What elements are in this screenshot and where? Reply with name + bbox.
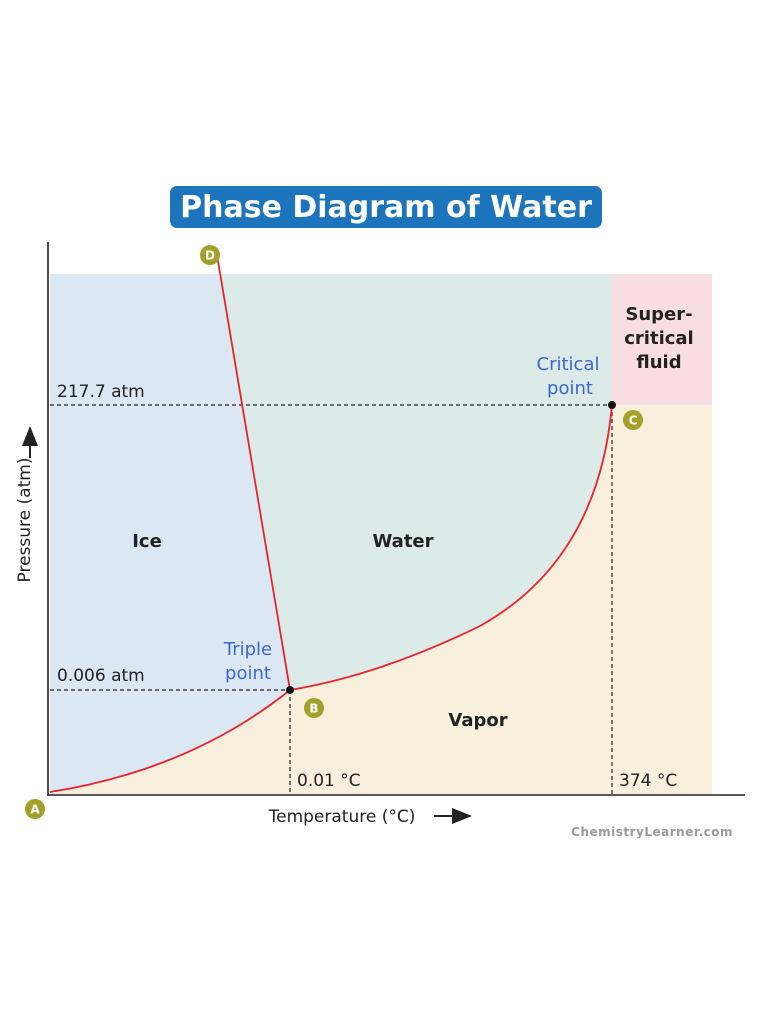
marker-d: D	[200, 245, 220, 265]
marker-a-label: A	[30, 803, 40, 817]
source-credit: ChemistryLearner.com	[571, 825, 733, 839]
melting-curve	[216, 254, 291, 691]
critical-point-label: Critical point	[537, 354, 600, 399]
marker-b-label: B	[309, 702, 318, 716]
supercritical-line-2: critical	[624, 328, 693, 349]
axes	[47, 242, 745, 796]
marker-a: A	[25, 799, 45, 819]
critical-point-line-2: point	[547, 378, 593, 399]
marker-c-label: C	[629, 414, 638, 428]
triple-point-dot	[286, 686, 294, 694]
water-region	[217, 274, 612, 690]
reference-lines	[50, 404, 613, 794]
supercritical-line-1: Super-	[625, 304, 692, 325]
triple-point-label: Triple point	[223, 639, 272, 684]
ice-label: Ice	[132, 531, 162, 552]
triple-pressure-label: 0.006 atm	[57, 666, 145, 686]
triple-point-line-1: Triple	[223, 639, 272, 660]
marker-b: B	[304, 698, 324, 718]
x-axis-title: Temperature (°C)	[268, 807, 472, 827]
critical-pressure-label: 217.7 atm	[57, 382, 145, 402]
x-axis-label: Temperature (°C)	[268, 807, 416, 827]
sublimation-curve	[49, 689, 291, 793]
water-label: Water	[372, 531, 433, 552]
critical-temperature-label: 374 °C	[619, 771, 677, 791]
supercritical-line-3: fluid	[636, 352, 681, 373]
title-banner: Phase Diagram of Water	[170, 186, 602, 228]
title-background	[170, 186, 602, 228]
y-axis-title: Pressure (atm)	[15, 426, 38, 583]
phase-boundaries	[49, 254, 613, 793]
diagram-title: Phase Diagram of Water	[180, 190, 592, 225]
vapor-label: Vapor	[448, 710, 507, 731]
ice-region	[50, 274, 290, 792]
critical-point-line-1: Critical	[537, 354, 600, 375]
triple-temperature-label: 0.01 °C	[297, 771, 361, 791]
phase-regions	[50, 274, 712, 794]
supercritical-label: Super- critical fluid	[624, 304, 693, 373]
vaporization-curve	[289, 404, 613, 691]
supercritical-region	[612, 274, 712, 405]
marker-c: C	[623, 410, 643, 430]
marker-d-label: D	[205, 249, 215, 263]
y-axis-label: Pressure (atm)	[15, 458, 35, 583]
critical-point-dot	[608, 401, 616, 409]
triple-point-line-2: point	[225, 663, 271, 684]
